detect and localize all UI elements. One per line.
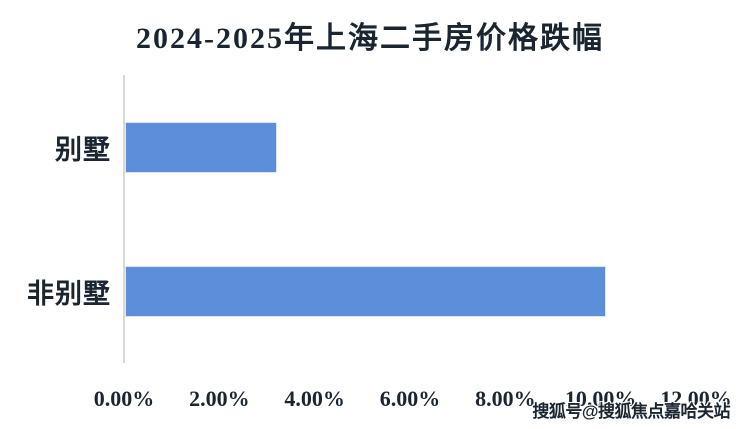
bar-track — [125, 121, 696, 173]
bar-row: 非别墅 — [0, 219, 740, 363]
x-tick-label: 12.00% — [660, 386, 732, 411]
y-axis-line — [123, 75, 125, 363]
x-tick-label: 6.00% — [379, 386, 441, 411]
bar-track — [125, 265, 696, 317]
plot-area: 别墅非别墅 — [0, 75, 740, 363]
category-label: 别墅 — [55, 134, 111, 165]
bar-0 — [125, 121, 278, 173]
x-tick-label: 0.00% — [93, 386, 155, 411]
watermark: 搜狐号@搜狐焦点嘉哈关站 — [532, 402, 730, 421]
bar-1 — [125, 265, 606, 317]
x-tick-label: 4.00% — [284, 386, 345, 411]
x-axis-tick-labels: 0.00% 2.00% 4.00% 6.00% 8.00% 10.00% 12.00% — [94, 386, 732, 416]
x-tick-label: 8.00% — [475, 386, 536, 411]
x-tick-label: 10.00% — [564, 386, 637, 411]
x-tick-label: 2.00% — [189, 386, 250, 411]
bar-row: 别墅 — [0, 75, 740, 219]
chart-title: 2024-2025年上海二手房价格跌幅 — [136, 22, 604, 55]
category-label: 非别墅 — [27, 278, 111, 309]
